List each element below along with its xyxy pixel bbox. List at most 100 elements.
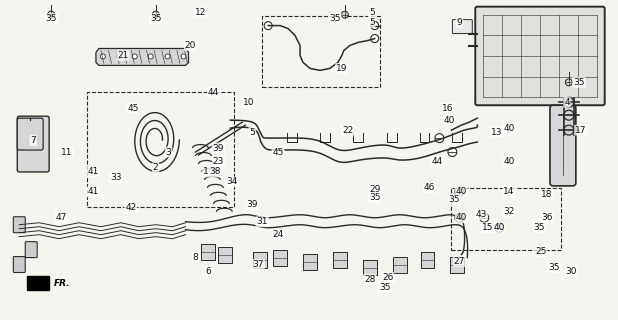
Text: 25: 25 [535,247,547,256]
Polygon shape [96,49,188,65]
Text: 7: 7 [30,136,36,145]
Text: 40: 40 [455,213,467,222]
Bar [253,252,267,268]
Text: 35: 35 [329,14,341,23]
Text: 40: 40 [504,157,515,166]
FancyBboxPatch shape [475,7,604,105]
Circle shape [435,134,444,143]
Text: 15: 15 [481,223,493,232]
Text: 35: 35 [449,195,460,204]
Circle shape [341,11,349,18]
Circle shape [564,125,574,135]
Circle shape [494,223,504,232]
Text: 10: 10 [242,98,254,107]
Text: 28: 28 [364,275,375,284]
FancyBboxPatch shape [17,116,49,172]
Text: 24: 24 [273,230,284,239]
Text: 44: 44 [208,88,219,97]
Text: 16: 16 [442,104,453,113]
Text: 18: 18 [541,190,552,199]
Text: 22: 22 [342,126,353,135]
Circle shape [564,110,574,120]
Text: 45: 45 [273,148,284,156]
FancyBboxPatch shape [550,105,576,186]
Text: 19: 19 [336,64,347,73]
Text: 42: 42 [125,203,137,212]
Text: 30: 30 [565,267,577,276]
Text: 40: 40 [444,116,455,125]
Circle shape [448,148,457,156]
Text: 14: 14 [504,188,515,196]
Text: FR.: FR. [54,279,70,288]
Text: 3: 3 [166,148,171,156]
Text: 26: 26 [382,273,393,282]
Text: 37: 37 [253,260,264,269]
Text: 31: 31 [256,217,268,226]
Text: 35: 35 [369,193,381,202]
Bar [420,252,434,268]
FancyBboxPatch shape [14,217,25,233]
Text: 12: 12 [195,8,206,17]
Text: 41: 41 [87,188,99,196]
Circle shape [455,213,464,222]
Text: 35: 35 [573,78,585,87]
Circle shape [165,54,170,59]
Circle shape [480,213,489,222]
Text: 32: 32 [504,207,515,216]
Text: 35: 35 [45,14,57,23]
Text: 35: 35 [150,14,161,23]
Text: 45: 45 [127,104,138,113]
Text: 33: 33 [110,173,122,182]
Bar [392,257,407,273]
Bar [262,16,379,87]
Text: 23: 23 [213,157,224,166]
Circle shape [565,79,572,86]
Bar [333,252,347,268]
Circle shape [48,11,54,18]
Circle shape [116,54,121,59]
Circle shape [564,97,574,107]
Text: 9: 9 [457,18,462,27]
Text: 17: 17 [575,126,586,135]
Bar [451,188,561,250]
Bar [303,253,317,269]
FancyBboxPatch shape [17,118,43,150]
Circle shape [152,11,159,18]
Circle shape [371,22,379,29]
Text: 46: 46 [424,183,435,192]
Polygon shape [27,276,49,291]
Text: 39: 39 [213,144,224,153]
Text: 34: 34 [227,177,238,187]
Text: 39: 39 [247,200,258,209]
Circle shape [181,54,186,59]
Text: 41: 41 [87,167,99,176]
Text: 29: 29 [369,185,381,194]
Bar [451,257,464,273]
Bar [201,244,216,260]
Text: 38: 38 [210,167,221,176]
Text: 8: 8 [193,253,198,262]
Text: 4: 4 [564,98,570,107]
Text: 36: 36 [541,213,552,222]
Text: 1: 1 [203,167,208,176]
Text: 35: 35 [379,283,391,292]
Text: 5: 5 [250,128,255,137]
Text: 44: 44 [432,157,443,166]
Text: 20: 20 [185,41,196,50]
Text: 13: 13 [491,128,503,137]
Circle shape [132,54,137,59]
FancyBboxPatch shape [452,20,472,34]
Bar [87,92,234,207]
Text: 40: 40 [455,188,467,196]
Circle shape [100,54,106,59]
Circle shape [455,188,464,196]
FancyBboxPatch shape [14,257,25,273]
Bar [218,247,232,262]
Circle shape [265,22,272,29]
Text: 21: 21 [117,51,129,60]
Text: 5: 5 [369,18,375,27]
Text: 43: 43 [476,210,487,219]
Text: 35: 35 [533,223,544,232]
Text: 2: 2 [153,164,158,172]
Text: 5: 5 [369,8,375,17]
